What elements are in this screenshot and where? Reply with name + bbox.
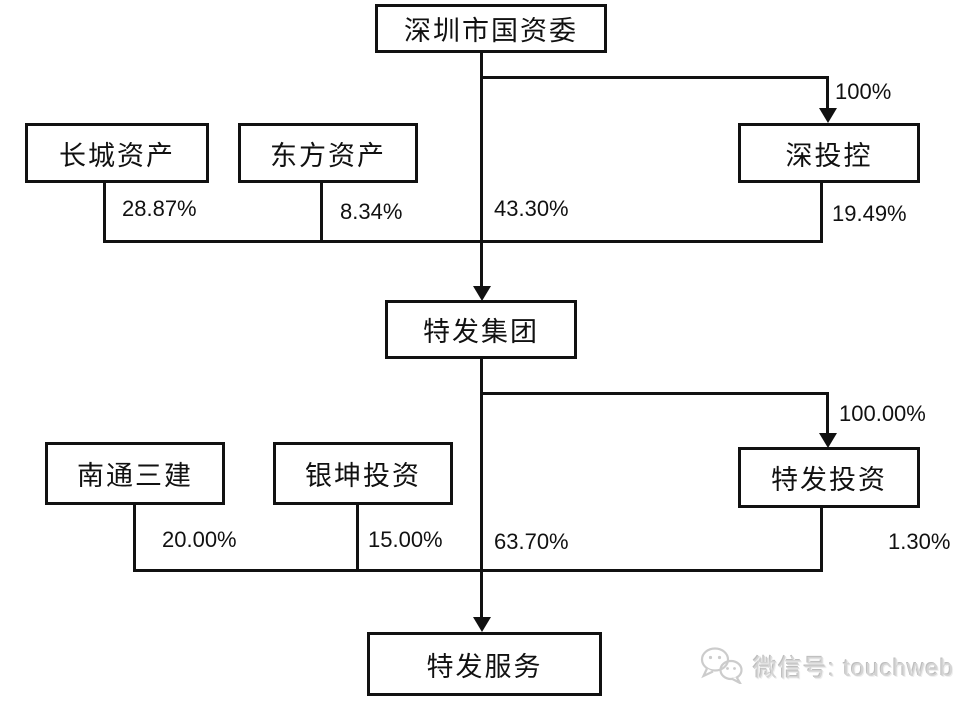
- connector-yinkun-drop: [356, 504, 359, 572]
- pct-nantong-service: 20.00%: [162, 527, 237, 552]
- merge-line-2: [133, 569, 823, 572]
- pct-dongfang-group: 8.34%: [340, 199, 403, 224]
- pct-tefainvest-service: 1.30%: [888, 529, 951, 554]
- connector-dongfang-drop: [320, 182, 323, 243]
- pct-changcheng-group: 28.87%: [122, 196, 197, 221]
- node-tefa-invest: 特发投资: [738, 447, 920, 508]
- pct-sasac-shentoukong: 100%: [835, 79, 892, 104]
- connector-group-to-service: [480, 357, 483, 619]
- pct-shentoukong-group: 19.49%: [832, 201, 907, 226]
- connector-into-shentoukong: [826, 76, 829, 110]
- node-shenzhen-sasac: 深圳市国资委: [375, 4, 607, 53]
- arrow-down-icon: [473, 617, 491, 632]
- merge-line-1: [103, 240, 823, 243]
- pct-yinkun-service: 15.00%: [368, 527, 443, 552]
- connector-into-tefa-invest: [826, 392, 829, 435]
- connector-nantong-drop: [133, 504, 136, 572]
- arrow-down-icon: [819, 108, 837, 123]
- connector-group-branch-right: [480, 392, 829, 395]
- connector-sasac-branch-right: [480, 76, 829, 79]
- connector-changcheng-drop: [103, 182, 106, 243]
- arrow-down-icon: [473, 286, 491, 301]
- pct-group-tefainvest: 100.00%: [839, 401, 926, 426]
- node-shentoukong: 深投控: [738, 123, 920, 183]
- connector-tefa-invest-drop: [820, 507, 823, 572]
- wechat-icon: [699, 646, 745, 684]
- connector-sasac-to-group: [480, 52, 483, 288]
- node-yinkun-invest: 银坤投资: [273, 442, 453, 505]
- connector-shentoukong-drop: [820, 182, 823, 243]
- node-tefa-service: 特发服务: [367, 632, 602, 696]
- node-nantong-sanjian: 南通三建: [45, 442, 225, 505]
- node-tefa-group: 特发集团: [385, 300, 577, 359]
- watermark: 微信号: touchweb: [699, 646, 954, 684]
- arrow-down-icon: [819, 433, 837, 448]
- node-dongfang-asset: 东方资产: [238, 123, 418, 183]
- node-changcheng-asset: 长城资产: [25, 123, 209, 183]
- pct-group-service: 63.70%: [494, 529, 569, 554]
- watermark-text: 微信号: touchweb: [753, 654, 955, 682]
- pct-sasac-group: 43.30%: [494, 196, 569, 221]
